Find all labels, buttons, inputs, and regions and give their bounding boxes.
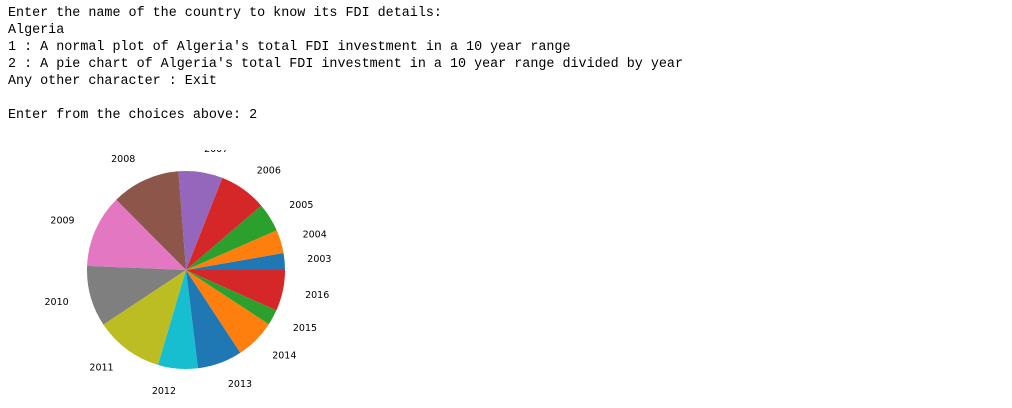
pie-slice-2013 [186,270,241,369]
choice-prompt: Enter from the choices above: 2 [8,108,258,123]
pie-label-2005: 2005 [289,200,313,211]
pie-label-2014: 2014 [272,351,296,362]
pie-label-2012: 2012 [152,386,176,397]
pie-slice-2006 [186,177,262,270]
pie-label-2011: 2011 [89,362,113,373]
pie-label-2013: 2013 [228,379,252,390]
pie-slice-2016 [186,270,285,311]
pie-label-2010: 2010 [45,297,69,308]
fdi-pie-chart: 2003 2004 2005 2006 2007 2008 2009 2010 2011 2012… [0,144,360,400]
pie-slice-2014 [186,270,269,353]
pie-slice-2005 [186,205,277,270]
pie-labels: 2003 2004 2005 2006 2007 2008 2009 2010 2011 2012… [45,144,332,397]
menu-option-2: 2 : A pie chart of Algeria's total FDI i… [8,57,683,72]
pie-slice-2011 [103,270,186,365]
pie-chart-svg: 2003 2004 2005 2006 2007 2008 2009 2010 2011 2012… [45,144,332,397]
pie-label-2004: 2004 [303,229,327,240]
pie-label-2016: 2016 [305,290,329,301]
pie-slice-2008 [116,171,186,270]
pie-slice-2009 [87,199,186,270]
menu-option-1: 1 : A normal plot of Algeria's total FDI… [8,40,571,55]
country-prompt: Enter the name of the country to know it… [8,6,442,21]
console-output: Enter the name of the country to know it… [8,5,683,124]
pie-label-2008: 2008 [111,154,135,165]
blank-line [8,90,683,107]
country-input-echo: Algeria [8,23,65,38]
menu-option-exit: Any other character : Exit [8,74,217,89]
pie-slices [86,170,286,369]
pie-slice-2003 [186,253,286,270]
pie-label-2015: 2015 [293,323,317,334]
pie-label-2003: 2003 [307,254,331,265]
pie-label-2006: 2006 [257,165,281,176]
pie-label-2009: 2009 [50,215,74,226]
pie-slice-2015 [186,270,277,325]
pie-slice-2007 [178,170,223,270]
pie-slice-2012 [158,270,198,369]
pie-slice-2010 [86,265,186,325]
pie-label-2007: 2007 [204,150,228,155]
pie-slice-2004 [186,230,284,270]
